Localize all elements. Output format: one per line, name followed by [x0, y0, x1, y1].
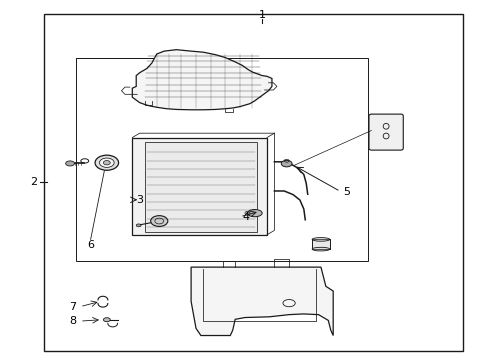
Bar	[44, 14, 463, 351]
Ellipse shape	[103, 318, 110, 322]
Text: 6: 6	[87, 240, 94, 250]
Ellipse shape	[95, 155, 119, 170]
Bar	[145, 142, 257, 232]
Ellipse shape	[312, 247, 330, 251]
Ellipse shape	[136, 224, 141, 227]
Ellipse shape	[103, 161, 110, 165]
Text: 8: 8	[69, 316, 76, 326]
Text: 2: 2	[30, 177, 37, 187]
Bar	[312, 239, 330, 249]
Text: 3: 3	[136, 195, 143, 205]
Ellipse shape	[66, 161, 74, 166]
Ellipse shape	[281, 161, 292, 167]
Text: 1: 1	[259, 10, 266, 20]
Ellipse shape	[99, 158, 114, 167]
Ellipse shape	[151, 216, 168, 226]
Polygon shape	[132, 50, 272, 110]
Ellipse shape	[247, 210, 262, 217]
Bar	[132, 138, 267, 235]
FancyBboxPatch shape	[369, 114, 403, 150]
Text: 7: 7	[69, 302, 76, 312]
Bar	[76, 58, 368, 261]
Ellipse shape	[312, 238, 330, 241]
Polygon shape	[191, 267, 333, 336]
Text: 5: 5	[343, 186, 350, 197]
Text: 4: 4	[243, 212, 250, 222]
